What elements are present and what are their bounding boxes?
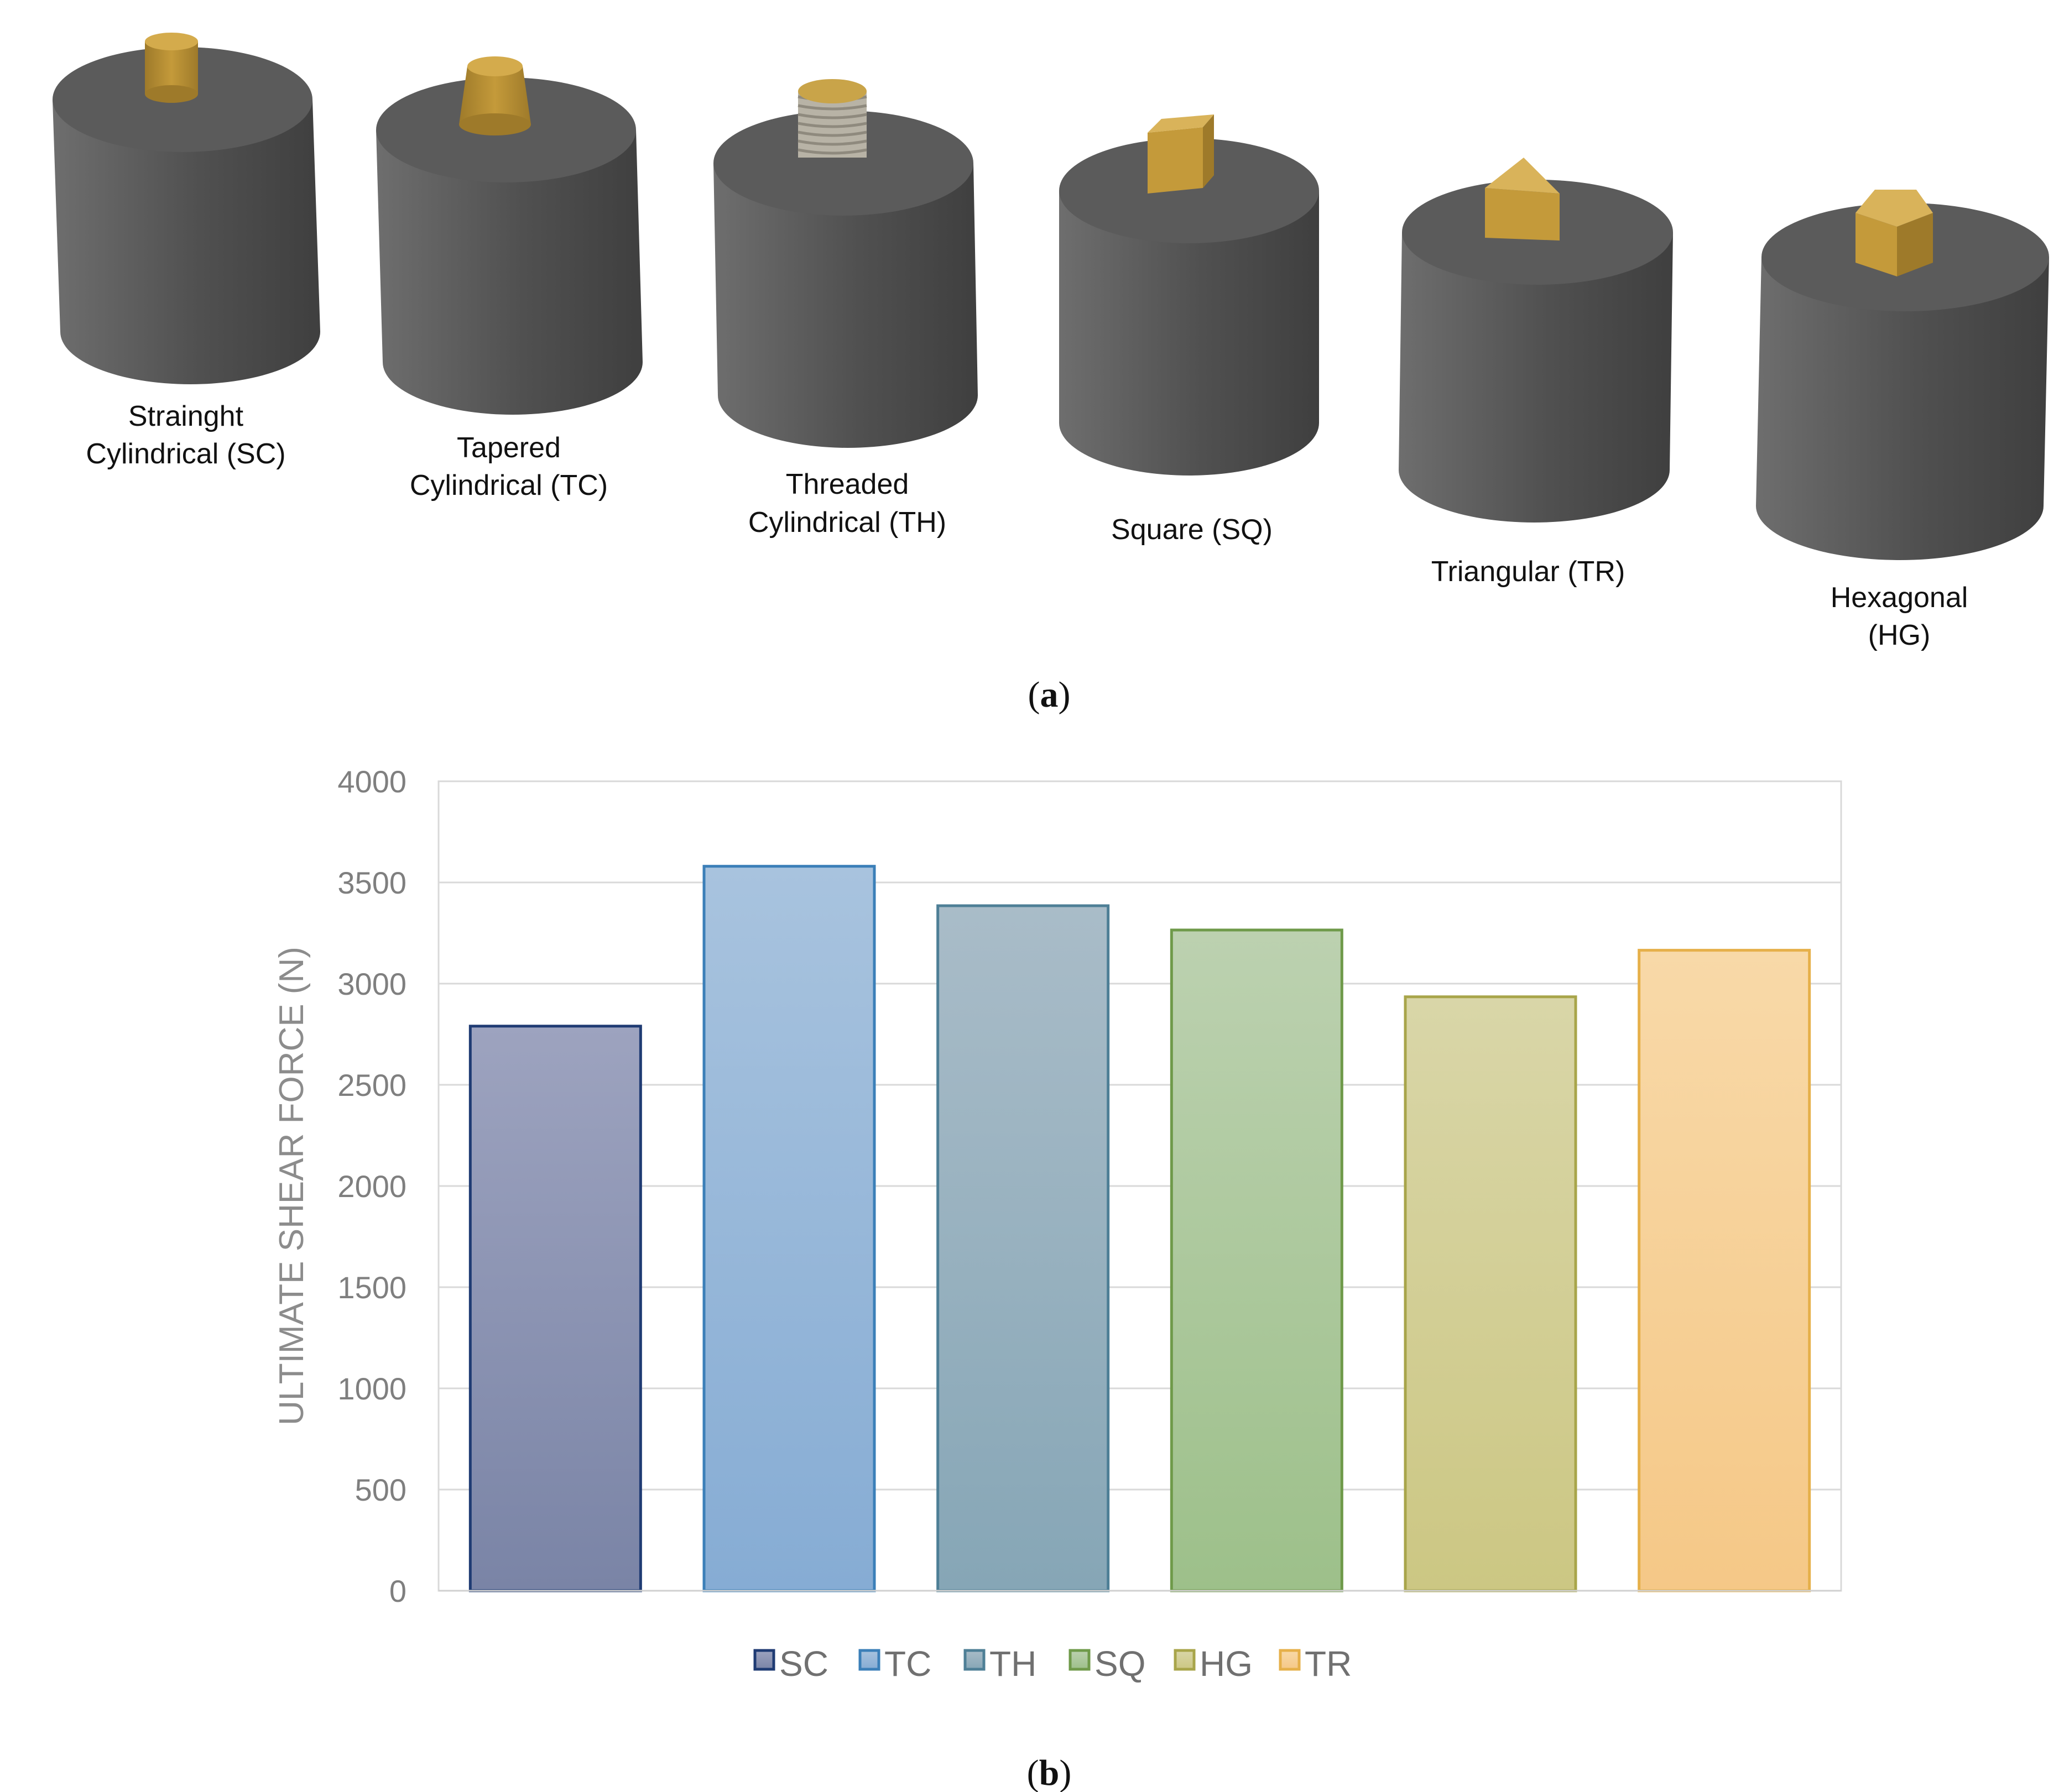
panel-b-bar-chart: 0 500 1000 1500 2000 2500 3000 3500 4000 ULTIMAT… — [273, 764, 1842, 1684]
gridlines — [439, 881, 1841, 1491]
bar-tc — [702, 865, 876, 1592]
y-axis-title: ULTIMATE SHEAR FORCE (N) — [273, 947, 311, 1425]
tool-label-line2: (HG) — [1868, 619, 1931, 651]
tool-shoulder-side — [53, 100, 320, 384]
tool-shoulder-top — [713, 111, 973, 216]
tool-shoulder-top — [1059, 138, 1319, 243]
legend-swatch-hg — [1174, 1649, 1196, 1671]
y-tick-label: 1000 — [337, 1371, 406, 1406]
tool-tc: Tapered Cylindrical (TC) — [376, 56, 643, 501]
tool-label-line1: Threaded — [786, 468, 909, 500]
y-tick-label: 500 — [355, 1472, 406, 1507]
y-tick-label: 2500 — [337, 1068, 406, 1103]
legend: SC TC TH SQ HG TR — [753, 1644, 1352, 1684]
legend-swatch-th — [963, 1649, 986, 1671]
bar-th — [936, 904, 1110, 1592]
y-tick-label: 4000 — [337, 764, 406, 799]
tool-label-line1: Square (SQ) — [1111, 514, 1273, 546]
panel-a-tool-illustrations: Strainght Cylindrical (SC) Tapered Cylindri… — [53, 33, 2049, 651]
tool-label-line1: Triangular (TR) — [1431, 556, 1625, 588]
tool-pin — [1485, 158, 1560, 241]
tool-pin — [1148, 114, 1214, 194]
tool-pin — [459, 56, 531, 135]
tool-label-line2: Cylindrical (TH) — [748, 506, 946, 539]
tool-shoulder-side — [1399, 232, 1673, 523]
tool-label-line2: Cylindrical (TC) — [410, 469, 608, 501]
y-tick-label: 2000 — [337, 1169, 406, 1204]
bars — [468, 865, 1811, 1592]
y-tick-label: 0 — [389, 1574, 406, 1608]
legend-swatch-sq — [1069, 1649, 1091, 1671]
tool-label-line1: Strainght — [128, 400, 244, 432]
tool-label-line2: Cylindrical (SC) — [86, 438, 285, 470]
panel-b-caption: (b) — [1027, 1753, 1072, 1792]
tool-label-line1: Hexagonal — [1831, 582, 1968, 614]
tool-tr: Triangular (TR) — [1399, 158, 1673, 588]
tool-shoulder-side — [713, 163, 978, 448]
tool-sc: Strainght Cylindrical (SC) — [53, 33, 320, 470]
legend-label-th: TH — [989, 1644, 1036, 1684]
legend-label-tc: TC — [884, 1644, 931, 1684]
panel-a-caption: (a) — [1028, 675, 1071, 715]
y-tick-label: 3500 — [337, 865, 406, 900]
tool-label-line1: Tapered — [457, 432, 561, 464]
tool-hg: Hexagonal (HG) — [1756, 190, 2049, 651]
legend-label-sq: SQ — [1094, 1644, 1145, 1684]
bar-hg — [1404, 995, 1577, 1592]
tool-pin — [145, 33, 198, 103]
tool-sq: Square (SQ) — [1059, 114, 1319, 546]
y-tick-label: 3000 — [337, 966, 406, 1001]
legend-swatch-tr — [1279, 1649, 1301, 1671]
bar-sq — [1170, 928, 1343, 1592]
legend-swatch-tc — [858, 1649, 880, 1671]
tool-th: Threaded Cylindrical (TH) — [713, 79, 978, 539]
legend-label-hg: HG — [1200, 1644, 1253, 1684]
tool-shoulder-side — [1756, 257, 2049, 560]
y-tick-label: 1500 — [337, 1270, 406, 1305]
legend-label-sc: SC — [779, 1644, 828, 1684]
bar-tr — [1638, 949, 1811, 1592]
y-axis-ticks: 0 500 1000 1500 2000 2500 3000 3500 4000 — [337, 764, 406, 1608]
legend-swatch-sc — [753, 1649, 775, 1671]
tool-shoulder-side — [1059, 191, 1319, 476]
tool-pin — [798, 79, 867, 158]
tool-shoulder-side — [376, 130, 643, 415]
bar-sc — [468, 1025, 642, 1592]
legend-label-tr: TR — [1305, 1644, 1352, 1684]
tool-pin — [1855, 190, 1933, 276]
